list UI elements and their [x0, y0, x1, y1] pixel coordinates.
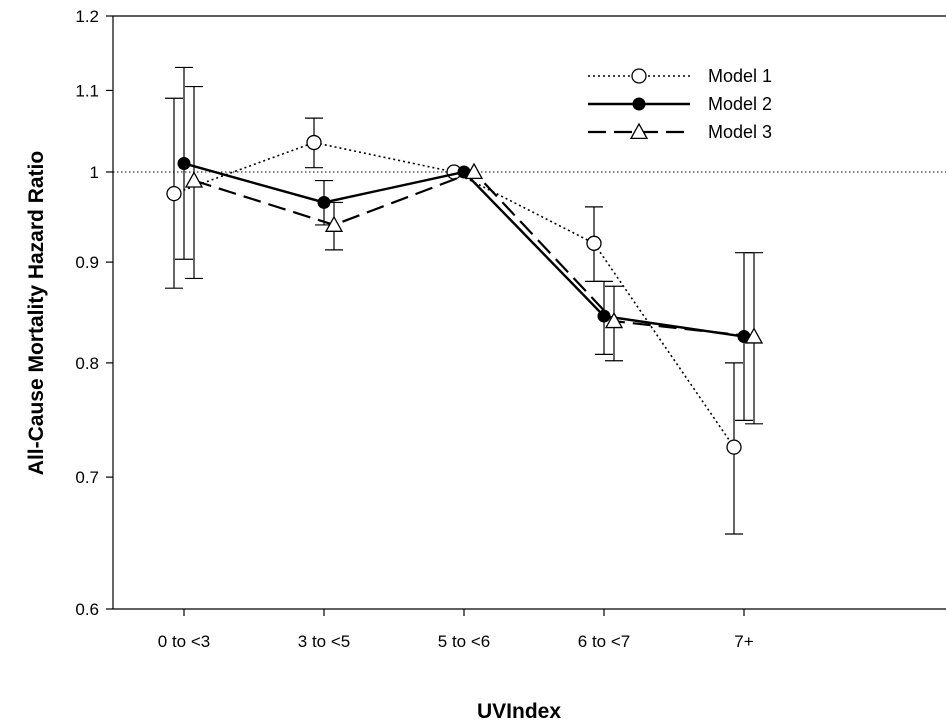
y-tick-label: 0.8 [75, 354, 99, 373]
data-point [306, 134, 322, 151]
y-tick-label: 1.2 [75, 7, 99, 26]
data-point [177, 156, 191, 170]
data-point [597, 309, 611, 323]
x-tick-label: 7+ [734, 632, 753, 651]
series-line [193, 170, 755, 338]
legend-item-model-3: Model 3 [588, 122, 772, 142]
y-tick-label: 0.7 [75, 468, 99, 487]
legend-label: Model 1 [708, 66, 772, 86]
data-point [604, 311, 624, 329]
x-tick-label: 5 to <6 [438, 632, 490, 651]
data-point [184, 171, 204, 188]
legend: Model 1 Model 2 Model 3 [588, 66, 772, 142]
y-tick-label: 1.1 [75, 81, 99, 100]
legend-marker [631, 68, 647, 84]
y-tick-label: 0.6 [75, 600, 99, 619]
y-axis-title: All-Cause Mortality Hazard Ratio [25, 151, 48, 475]
series-line [173, 141, 735, 448]
y-tick-label: 0.9 [75, 253, 99, 272]
legend-item-model-2: Model 2 [588, 94, 772, 114]
series-1 [165, 97, 743, 535]
x-axis-title: UVIndex [477, 700, 561, 723]
y-ticks: 0.6 0.7 0.8 0.9 1 1.1 1.2 [75, 7, 113, 619]
data-point [324, 215, 344, 232]
data-point [464, 162, 484, 180]
data-point [726, 439, 742, 455]
legend-marker [629, 122, 649, 140]
series-3 [184, 85, 764, 425]
x-ticks: 0 to <3 3 to <5 5 to <6 6 to <7 7+ [158, 609, 754, 651]
series-group [165, 66, 764, 535]
legend-label: Model 3 [708, 122, 772, 142]
data-point [586, 235, 602, 251]
legend-item-model-1: Model 1 [588, 66, 772, 86]
legend-label: Model 2 [708, 94, 772, 114]
data-point [166, 185, 182, 202]
y-tick-label: 1 [90, 163, 99, 182]
legend-marker [632, 97, 646, 111]
series-2 [175, 66, 753, 421]
x-tick-label: 0 to <3 [158, 632, 210, 651]
data-point [744, 327, 764, 344]
series-line [183, 162, 745, 338]
x-tick-label: 6 to <7 [578, 632, 630, 651]
x-tick-label: 3 to <5 [298, 632, 350, 651]
